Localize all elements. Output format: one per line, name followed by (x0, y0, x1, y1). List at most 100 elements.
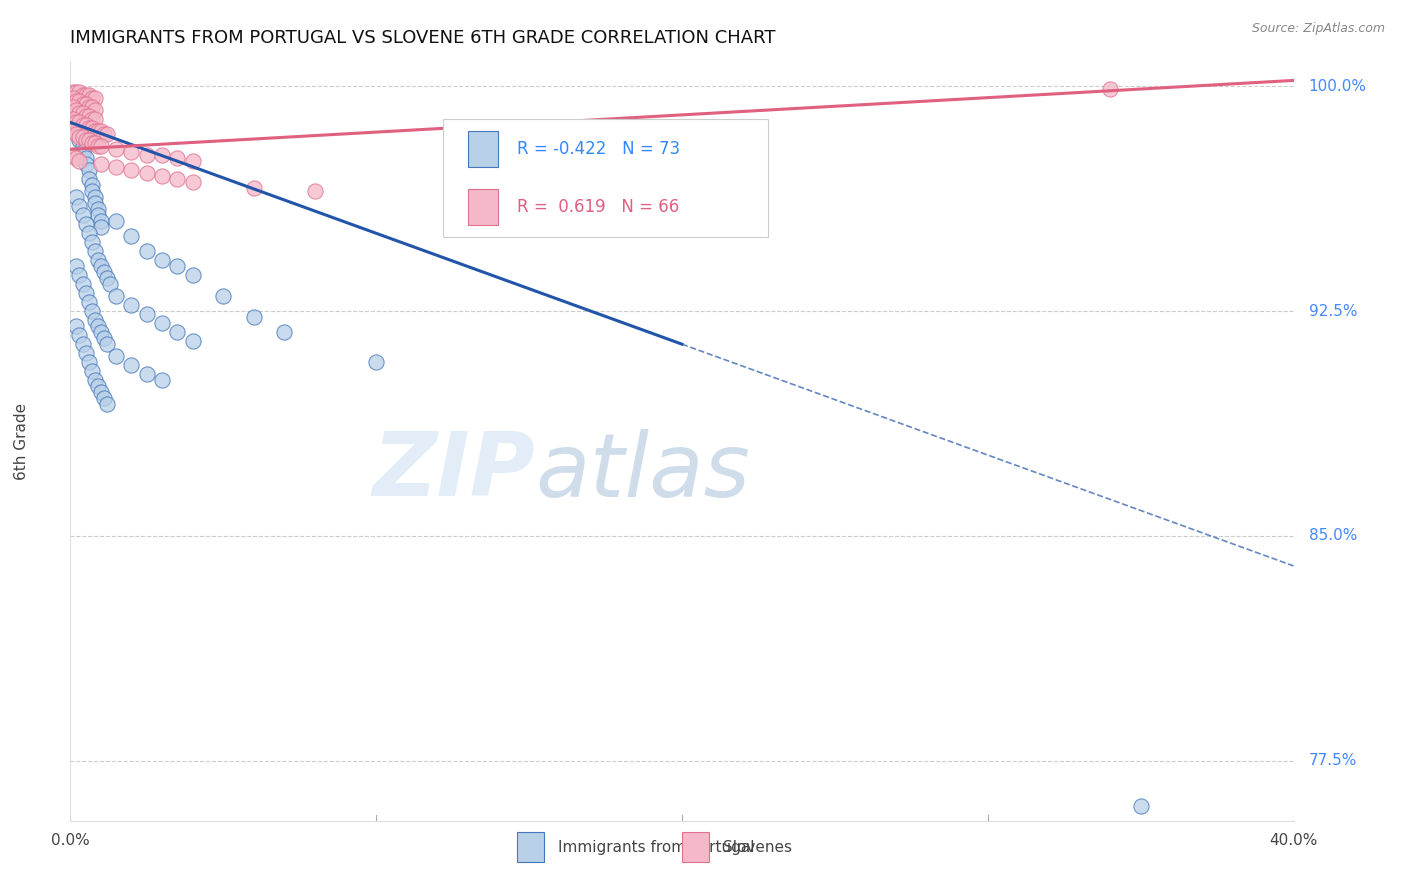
Point (87, 253, 110, 268)
Text: atlas: atlas (536, 429, 749, 515)
Point (304, 184, 326, 198)
Point (80, 304, 103, 318)
Point (75, 88, 97, 103)
Point (72, 145, 94, 160)
Point (121, 229, 143, 244)
Point (87, 319, 110, 334)
Point (65, 152, 87, 166)
Point (69, 106, 91, 120)
Point (93, 331, 115, 345)
Point (90, 139, 112, 153)
Point (75, 286, 97, 301)
Point (87, 139, 110, 153)
Point (62, 91, 84, 105)
Text: R = -0.422   N = 73: R = -0.422 N = 73 (517, 140, 681, 158)
Point (69, 268, 91, 283)
Point (72, 337, 94, 351)
FancyBboxPatch shape (682, 832, 709, 863)
Point (96, 397, 118, 411)
Point (72, 130, 94, 145)
Point (105, 142, 128, 156)
Point (121, 163, 143, 178)
Point (77, 295, 100, 310)
Text: 6th Grade: 6th Grade (14, 403, 30, 480)
Point (75, 119, 97, 133)
Point (62, 112, 84, 127)
Point (1129, 798, 1152, 813)
Point (77, 227, 100, 241)
Point (105, 289, 128, 303)
Point (181, 175, 204, 189)
Text: ZIP: ZIP (373, 428, 536, 516)
Point (65, 259, 87, 273)
Point (77, 109, 100, 123)
Point (69, 133, 91, 147)
Point (87, 124, 110, 138)
Point (121, 145, 143, 160)
Point (83, 313, 105, 327)
Point (72, 97, 94, 112)
Point (96, 271, 118, 285)
Point (166, 325, 188, 339)
Point (75, 97, 97, 112)
FancyBboxPatch shape (443, 120, 768, 236)
Point (273, 325, 295, 339)
Point (105, 161, 128, 175)
Point (65, 86, 87, 100)
Point (69, 115, 91, 129)
Point (75, 152, 97, 166)
Point (80, 178, 103, 193)
Point (77, 100, 100, 114)
Point (90, 157, 112, 171)
Point (72, 88, 94, 103)
Point (75, 133, 97, 147)
Point (93, 128, 115, 142)
Point (150, 316, 173, 330)
Point (69, 328, 91, 343)
Point (166, 259, 188, 273)
Point (72, 139, 94, 153)
Point (87, 202, 110, 217)
Text: 77.5%: 77.5% (1309, 753, 1357, 768)
Point (77, 172, 100, 186)
Point (75, 109, 97, 123)
Point (80, 184, 103, 198)
Point (135, 166, 157, 180)
Point (150, 253, 173, 268)
Point (69, 199, 91, 213)
Point (90, 214, 112, 228)
Point (65, 190, 87, 204)
Point (65, 115, 87, 129)
Point (77, 355, 100, 369)
Text: 100.0%: 100.0% (1309, 78, 1367, 94)
Point (69, 86, 91, 100)
Point (77, 133, 100, 147)
Point (80, 91, 103, 105)
Point (80, 121, 103, 136)
Point (83, 91, 105, 105)
FancyBboxPatch shape (517, 832, 544, 863)
Point (83, 136, 105, 151)
Point (150, 373, 173, 387)
Point (135, 244, 157, 259)
Point (77, 121, 100, 136)
Point (77, 163, 100, 178)
Point (135, 367, 157, 381)
Point (135, 307, 157, 321)
Point (90, 220, 112, 235)
Point (80, 235, 103, 250)
Point (87, 208, 110, 222)
Text: R =  0.619   N = 66: R = 0.619 N = 66 (517, 198, 679, 216)
Point (166, 152, 188, 166)
Point (69, 124, 91, 138)
Point (93, 391, 115, 405)
Point (65, 115, 87, 129)
Point (62, 109, 84, 123)
Point (87, 379, 110, 393)
FancyBboxPatch shape (468, 189, 499, 226)
Point (62, 100, 84, 114)
Text: IMMIGRANTS FROM PORTUGAL VS SLOVENE 6TH GRADE CORRELATION CHART: IMMIGRANTS FROM PORTUGAL VS SLOVENE 6TH … (70, 29, 776, 47)
Point (80, 136, 103, 151)
Point (83, 124, 105, 138)
Point (98, 277, 121, 292)
